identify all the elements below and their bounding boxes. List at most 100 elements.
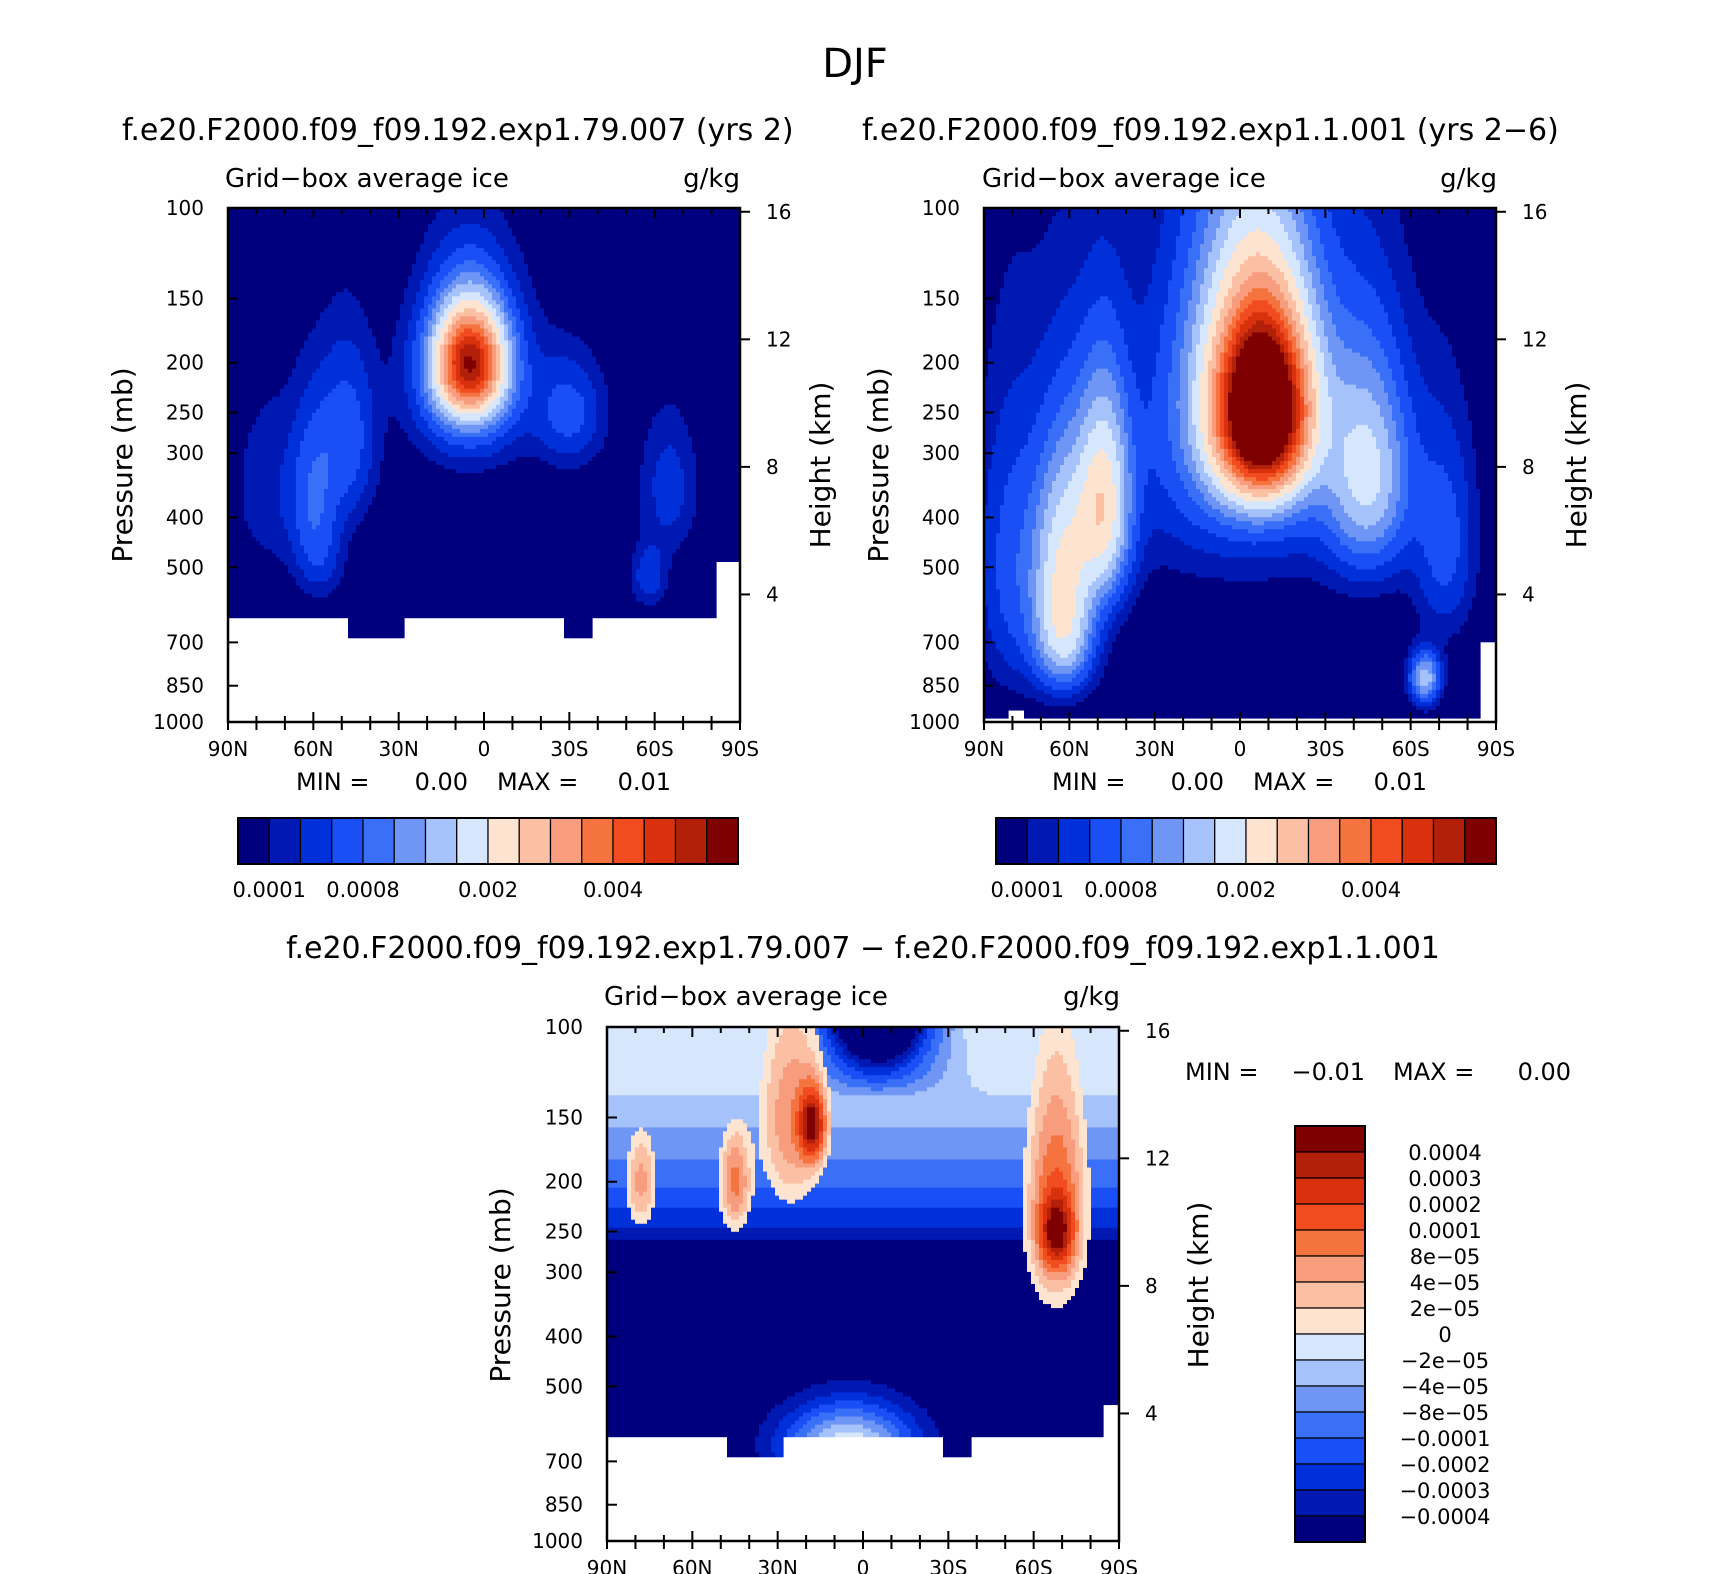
panel-1-variable-label: Grid−box average ice [225, 164, 509, 194]
panel1-contour-cell [496, 268, 501, 273]
panel1-contour-cell [292, 220, 297, 225]
panel1-contour-cell [400, 268, 405, 273]
panel1-contour-cell [536, 264, 541, 269]
panel1-contour-cell [280, 248, 285, 253]
panel1-contour-cell [512, 244, 517, 249]
panel1-contour-cell [456, 228, 461, 233]
panel1-contour-cell [544, 288, 549, 293]
panel1-contour-cell [544, 276, 549, 281]
panel1-contour-cell [580, 220, 585, 225]
panel1-contour-cell [280, 264, 285, 269]
panel1-contour-cell [392, 252, 397, 257]
panel1-contour-cell [352, 280, 357, 285]
panel1-contour-cell [368, 232, 373, 237]
panel1-contour-cell [540, 220, 545, 225]
panel1-contour-cell [500, 260, 505, 265]
panel1-contour-cell [372, 228, 377, 233]
panel1-contour-cell [588, 244, 593, 249]
panel1-contour-cell [380, 216, 385, 221]
panel1-contour-cell [416, 248, 421, 253]
panel1-contour-cell [712, 248, 717, 253]
panel1-contour-cell [492, 248, 497, 253]
panel1-contour-cell [504, 244, 509, 249]
panel1-contour-cell [408, 292, 413, 297]
panel1-contour-cell [412, 220, 417, 225]
panel1-contour-cell [560, 284, 565, 289]
panel1-contour-cell [624, 264, 629, 269]
panel1-contour-cell [504, 272, 509, 277]
panel1-contour-cell [604, 240, 609, 245]
panel1-contour-cell [504, 224, 509, 229]
panel1-contour-cell [348, 236, 353, 241]
panel1-contour-cell [428, 236, 433, 241]
panel1-contour-cell [716, 220, 721, 225]
panel1-contour-cell [336, 256, 341, 261]
panel1-contour-cell [464, 244, 469, 249]
panel1-contour-cell [628, 288, 633, 293]
panel1-contour-cell [292, 224, 297, 229]
panel1-contour-cell [368, 236, 373, 241]
panel1-contour-cell [664, 284, 669, 289]
panel1-contour-cell [712, 220, 717, 225]
panel1-contour-cell [680, 216, 685, 221]
panel1-contour-cell [320, 260, 325, 265]
panel1-contour-cell [344, 224, 349, 229]
panel1-contour-cell [692, 212, 697, 217]
panel1-contour-cell [548, 224, 553, 229]
panel1-contour-cell [260, 236, 265, 241]
panel1-contour-cell [580, 228, 585, 233]
panel1-contour-cell [448, 272, 453, 277]
panel1-contour-cell [368, 220, 373, 225]
panel1-contour-cell [712, 256, 717, 261]
panel1-contour-cell [536, 268, 541, 273]
panel1-contour-cell [616, 212, 621, 217]
panel1-contour-cell [452, 220, 457, 225]
panel1-contour-cell [496, 256, 501, 261]
panel1-contour-cell [576, 272, 581, 277]
panel1-contour-cell [288, 272, 293, 277]
panel1-contour-cell [276, 216, 281, 221]
panel1-contour-cell [624, 256, 629, 261]
panel1-contour-cell [324, 248, 329, 253]
page-title: DJF [822, 41, 888, 87]
panel1-contour-cell [396, 240, 401, 245]
panel1-contour-cell [296, 256, 301, 261]
panel1-contour-cell [332, 256, 337, 261]
panel1-contour-cell [308, 292, 313, 297]
panel1-contour-cell [444, 288, 449, 293]
panel1-contour-cell [656, 216, 661, 221]
panel1-contour-cell [532, 232, 537, 237]
panel1-contour-cell [712, 260, 717, 265]
panel1-contour-cell [280, 260, 285, 265]
panel1-contour-cell [560, 276, 565, 281]
panel1-contour-cell [240, 236, 245, 241]
panel1-contour-cell [524, 288, 529, 293]
panel1-contour-cell [256, 236, 261, 241]
panel1-contour-cell [384, 276, 389, 281]
panel1-contour-cell [604, 248, 609, 253]
panel1-contour-cell [276, 236, 281, 241]
panel1-contour-cell [716, 280, 721, 285]
panel1-contour-cell [696, 272, 701, 277]
panel1-contour-cell [708, 268, 713, 273]
panel1-contour-cell [468, 268, 473, 273]
panel1-contour-cell [340, 272, 345, 277]
panel1-contour-cell [292, 272, 297, 277]
panel1-contour-cell [484, 288, 489, 293]
panel1-contour-cell [640, 244, 645, 249]
panel1-contour-cell [720, 216, 725, 221]
panel1-contour-cell [404, 236, 409, 241]
panel1-contour-cell [320, 232, 325, 237]
panel1-contour-cell [288, 288, 293, 293]
panel1-contour-cell [552, 216, 557, 221]
panel1-contour-cell [588, 240, 593, 245]
panel1-contour-cell [564, 232, 569, 237]
panel1-contour-cell [452, 244, 457, 249]
panel1-contour-cell [304, 252, 309, 257]
panel1-contour-cell [688, 284, 693, 289]
panel1-contour-cell [556, 256, 561, 261]
panel1-contour-cell [668, 284, 673, 289]
panel1-contour-cell [628, 244, 633, 249]
panel1-contour-cell [488, 272, 493, 277]
panel1-contour-cell [264, 244, 269, 249]
